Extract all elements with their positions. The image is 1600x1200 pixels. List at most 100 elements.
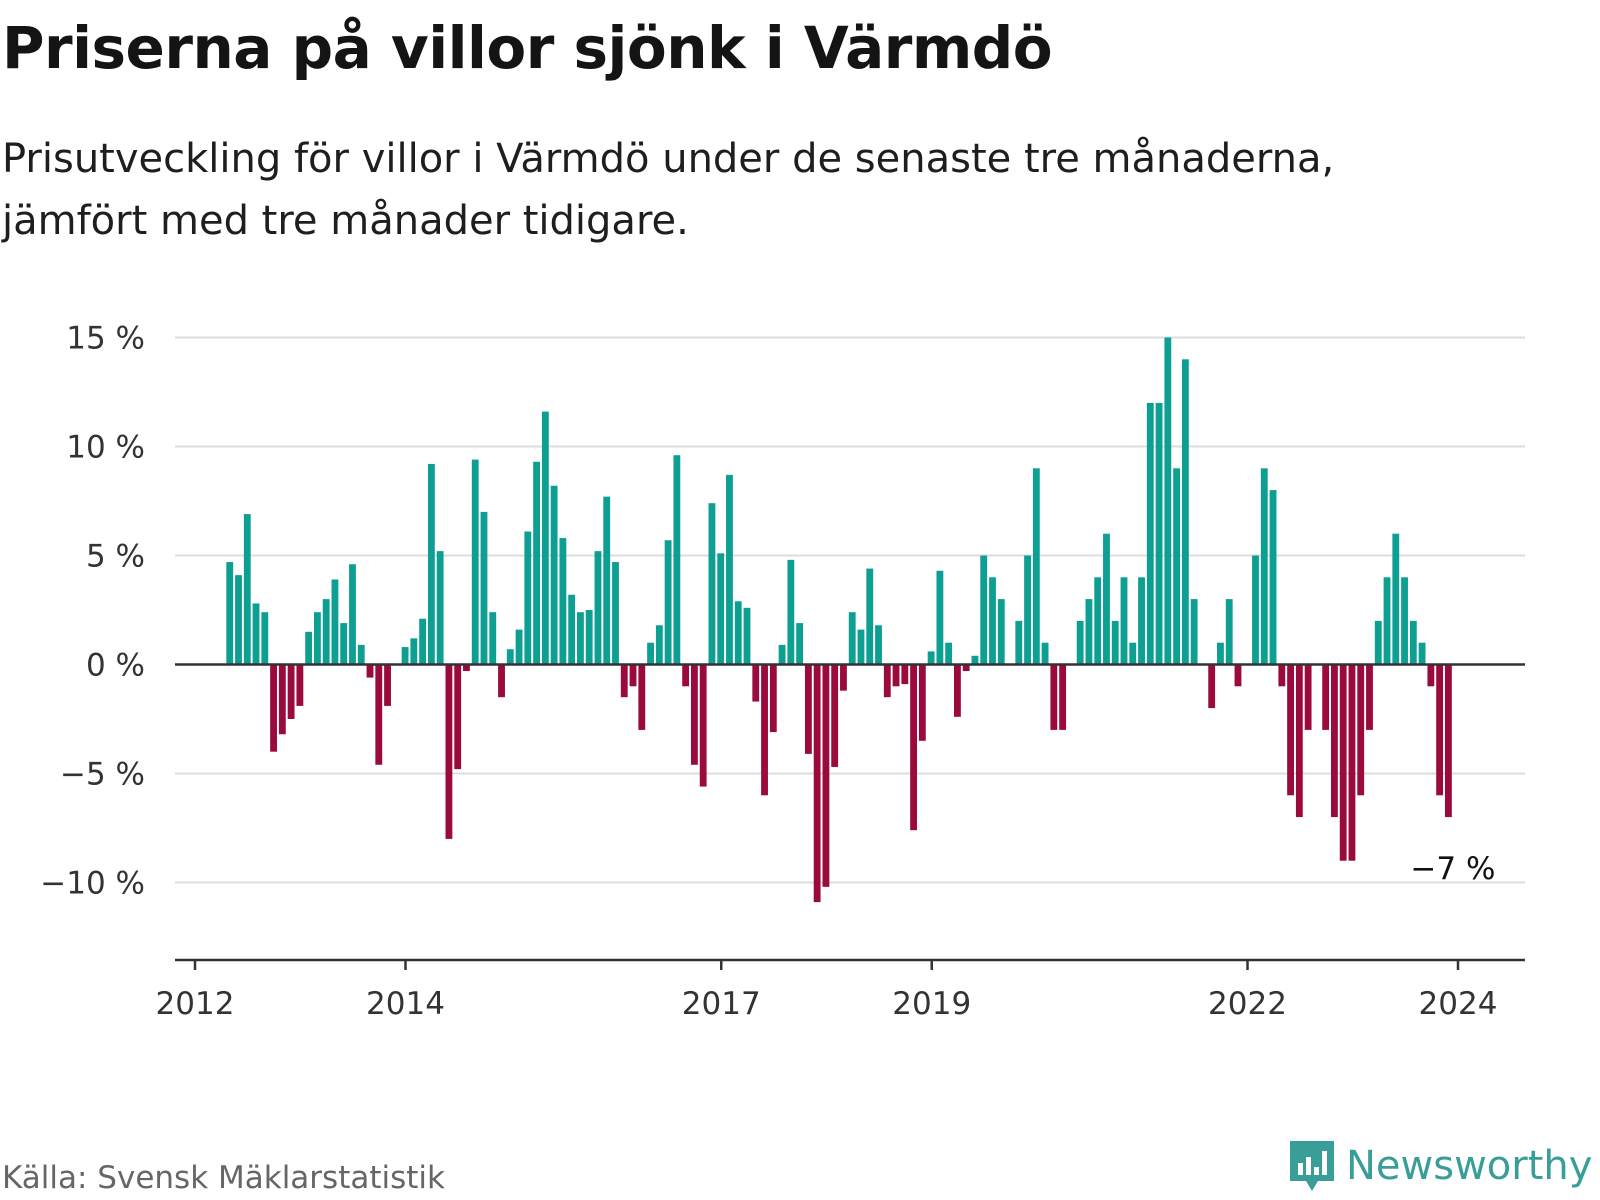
bar bbox=[471, 459, 479, 665]
bar bbox=[261, 612, 269, 665]
bar bbox=[1436, 664, 1444, 796]
bar bbox=[1330, 664, 1338, 818]
y-tick-label: 5 % bbox=[86, 539, 145, 575]
bar bbox=[340, 623, 348, 665]
x-tick-label: 2024 bbox=[1419, 986, 1498, 1022]
bar bbox=[936, 570, 944, 665]
bar bbox=[305, 631, 313, 665]
bar bbox=[1050, 664, 1058, 730]
bar bbox=[1146, 402, 1154, 665]
y-tick-label: 0 % bbox=[86, 648, 145, 684]
bar bbox=[787, 559, 795, 665]
bar bbox=[1155, 402, 1163, 665]
bar bbox=[1164, 337, 1172, 665]
bar bbox=[1322, 664, 1330, 730]
bar bbox=[1041, 642, 1049, 665]
bar bbox=[875, 625, 882, 665]
bar bbox=[962, 664, 970, 672]
bar bbox=[1032, 468, 1040, 665]
bar bbox=[1024, 555, 1031, 665]
bar bbox=[804, 664, 812, 754]
bar bbox=[857, 629, 865, 665]
bar bbox=[541, 411, 549, 665]
bar bbox=[1260, 468, 1268, 665]
bar bbox=[647, 642, 654, 665]
bar bbox=[734, 601, 742, 665]
bar bbox=[243, 514, 251, 665]
bar bbox=[840, 664, 847, 691]
bar bbox=[1208, 664, 1216, 709]
annotations: −7 % bbox=[175, 663, 1525, 887]
bar bbox=[419, 618, 427, 665]
x-axis: 2012 2014 2017 2019 2022 2024 bbox=[156, 958, 1525, 1022]
bar bbox=[498, 664, 505, 698]
bar bbox=[1085, 599, 1093, 665]
bar bbox=[769, 664, 777, 733]
bar bbox=[533, 461, 541, 665]
bar bbox=[454, 664, 462, 770]
bar bbox=[1418, 642, 1426, 665]
gridlines bbox=[175, 336, 1525, 884]
chart-title: Priserna på villor sjönk i Värmdö bbox=[2, 14, 1053, 82]
bar bbox=[892, 664, 900, 687]
bar bbox=[524, 531, 532, 665]
bar bbox=[971, 655, 979, 665]
bar bbox=[1287, 664, 1294, 796]
bar bbox=[550, 485, 558, 665]
bar bbox=[1392, 533, 1400, 665]
bar bbox=[559, 538, 567, 665]
bar bbox=[252, 603, 260, 665]
bar bbox=[331, 579, 339, 665]
bar bbox=[357, 644, 365, 665]
bar bbox=[1181, 359, 1189, 665]
bar bbox=[489, 612, 497, 665]
bar bbox=[1076, 620, 1084, 665]
bar bbox=[270, 664, 277, 752]
bar bbox=[445, 664, 453, 839]
newsworthy-logo-icon bbox=[1290, 1141, 1334, 1191]
bar bbox=[384, 664, 391, 706]
bar bbox=[366, 664, 374, 678]
bar bbox=[401, 647, 409, 665]
bar bbox=[927, 651, 935, 665]
bar bbox=[322, 599, 330, 665]
bar bbox=[997, 599, 1005, 665]
bar bbox=[778, 644, 786, 665]
bar bbox=[436, 551, 444, 665]
bars bbox=[226, 337, 1452, 903]
y-axis-ticks: 15 % 10 % 5 % 0 % −5 % −10 % bbox=[40, 321, 145, 902]
bar bbox=[410, 638, 418, 665]
bar bbox=[568, 594, 576, 665]
bar bbox=[287, 664, 295, 719]
bar bbox=[1409, 620, 1417, 665]
bar bbox=[375, 664, 383, 765]
bar bbox=[717, 553, 725, 665]
bar bbox=[1190, 599, 1198, 665]
x-tick-label: 2017 bbox=[682, 986, 761, 1022]
x-tick-label: 2019 bbox=[892, 986, 971, 1022]
bar bbox=[313, 612, 321, 665]
bar bbox=[1427, 664, 1435, 687]
bar bbox=[1444, 664, 1452, 818]
bar bbox=[690, 664, 698, 765]
x-tick-label: 2012 bbox=[156, 986, 235, 1022]
bar bbox=[699, 664, 707, 787]
bar bbox=[726, 474, 733, 665]
bar bbox=[954, 664, 961, 717]
chart-subtitle: Prisutveckling för villor i Värmdö under… bbox=[2, 136, 1335, 244]
bar bbox=[901, 664, 909, 685]
bar bbox=[1304, 664, 1312, 730]
bar bbox=[682, 664, 690, 687]
bar bbox=[743, 607, 751, 665]
bar bbox=[463, 664, 470, 672]
bar bbox=[813, 664, 821, 903]
bar bbox=[945, 642, 953, 665]
bar-chart: 15 % 10 % 5 % 0 % −5 % −10 % 2012 2014 2017 2019… bbox=[40, 321, 1525, 1022]
bar bbox=[480, 511, 488, 665]
brand-logo: Newsworthy bbox=[1288, 1139, 1592, 1193]
bar bbox=[1015, 620, 1023, 665]
bar bbox=[1225, 599, 1233, 665]
bar bbox=[673, 455, 681, 665]
bar bbox=[918, 664, 926, 741]
bar bbox=[594, 551, 602, 665]
